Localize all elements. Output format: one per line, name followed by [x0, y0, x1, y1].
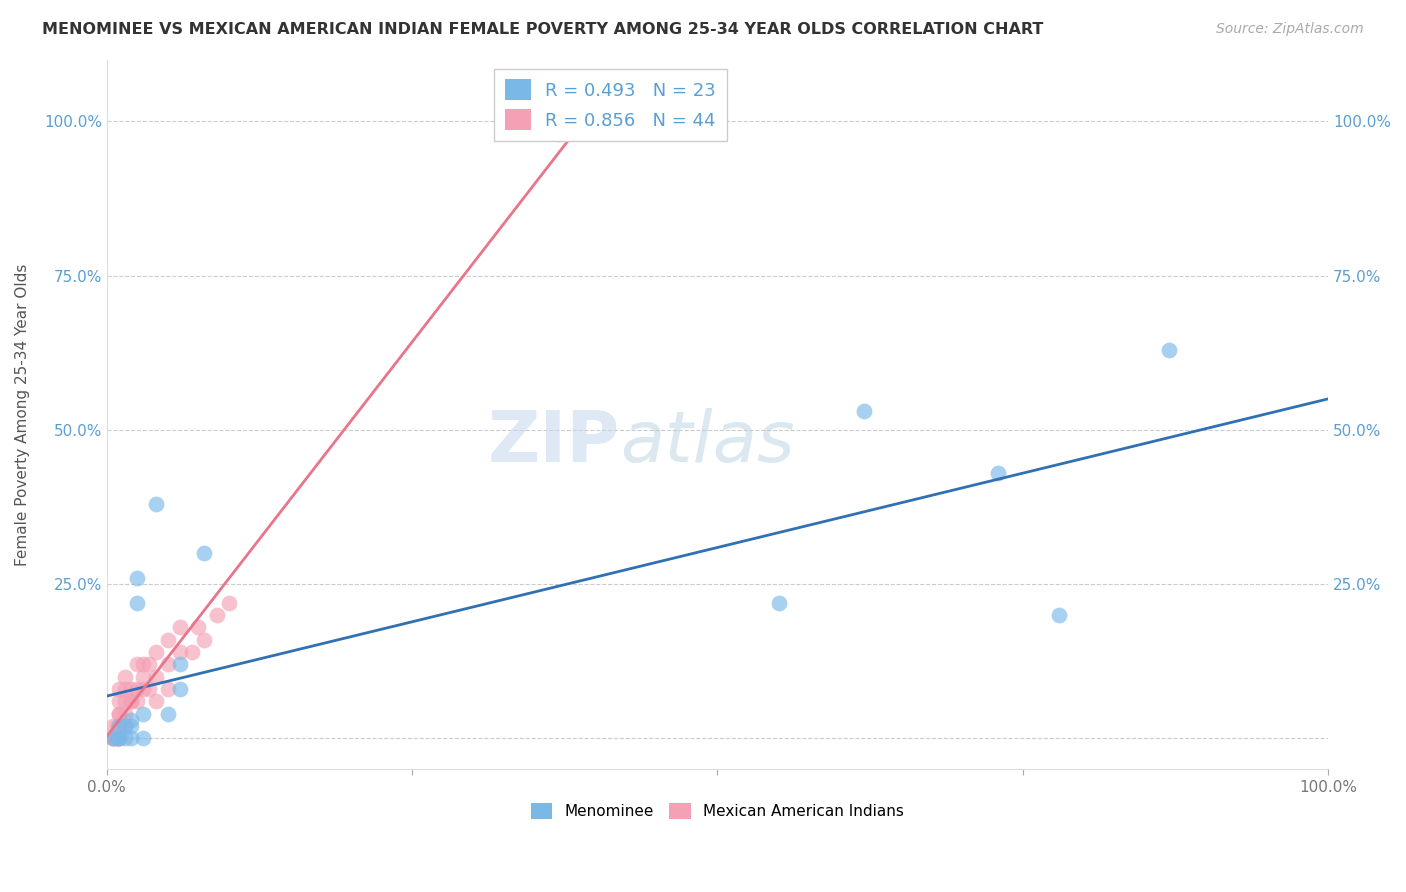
- Y-axis label: Female Poverty Among 25-34 Year Olds: Female Poverty Among 25-34 Year Olds: [15, 263, 30, 566]
- Point: [987, 466, 1010, 480]
- Point: [108, 731, 131, 746]
- Point: [114, 706, 136, 721]
- Point: [1159, 343, 1181, 357]
- Point: [132, 706, 155, 721]
- Point: [169, 620, 191, 634]
- Point: [127, 571, 149, 585]
- Point: [108, 731, 131, 746]
- Point: [768, 596, 790, 610]
- Point: [120, 713, 142, 727]
- Point: [108, 719, 131, 733]
- Point: [156, 632, 179, 647]
- Point: [114, 719, 136, 733]
- Point: [127, 694, 149, 708]
- Point: [193, 546, 215, 560]
- Point: [169, 657, 191, 672]
- Point: [114, 670, 136, 684]
- Point: [101, 719, 124, 733]
- Point: [547, 127, 569, 141]
- Text: atlas: atlas: [620, 409, 794, 477]
- Point: [114, 731, 136, 746]
- Text: MENOMINEE VS MEXICAN AMERICAN INDIAN FEMALE POVERTY AMONG 25-34 YEAR OLDS CORREL: MENOMINEE VS MEXICAN AMERICAN INDIAN FEM…: [42, 22, 1043, 37]
- Point: [181, 645, 204, 659]
- Point: [138, 657, 160, 672]
- Point: [108, 682, 131, 697]
- Point: [132, 682, 155, 697]
- Point: [169, 645, 191, 659]
- Point: [132, 670, 155, 684]
- Point: [218, 596, 240, 610]
- Point: [145, 645, 167, 659]
- Point: [132, 657, 155, 672]
- Point: [169, 682, 191, 697]
- Point: [101, 731, 124, 746]
- Point: [101, 731, 124, 746]
- Point: [120, 731, 142, 746]
- Text: Source: ZipAtlas.com: Source: ZipAtlas.com: [1216, 22, 1364, 37]
- Point: [114, 682, 136, 697]
- Point: [105, 731, 128, 746]
- Point: [120, 694, 142, 708]
- Point: [114, 719, 136, 733]
- Point: [108, 706, 131, 721]
- Point: [193, 632, 215, 647]
- Point: [105, 719, 128, 733]
- Point: [1049, 607, 1071, 622]
- Point: [127, 682, 149, 697]
- Point: [156, 682, 179, 697]
- Point: [138, 682, 160, 697]
- Point: [120, 719, 142, 733]
- Point: [120, 694, 142, 708]
- Point: [101, 731, 124, 746]
- Point: [108, 719, 131, 733]
- Point: [108, 706, 131, 721]
- Point: [132, 731, 155, 746]
- Point: [145, 670, 167, 684]
- Point: [145, 694, 167, 708]
- Point: [127, 596, 149, 610]
- Point: [105, 731, 128, 746]
- Point: [205, 607, 228, 622]
- Legend: Menominee, Mexican American Indians: Menominee, Mexican American Indians: [524, 797, 910, 825]
- Point: [156, 706, 179, 721]
- Point: [145, 497, 167, 511]
- Point: [187, 620, 209, 634]
- Point: [101, 731, 124, 746]
- Point: [853, 404, 876, 418]
- Point: [108, 731, 131, 746]
- Point: [120, 682, 142, 697]
- Point: [105, 731, 128, 746]
- Text: ZIP: ZIP: [488, 409, 620, 477]
- Point: [127, 657, 149, 672]
- Point: [108, 694, 131, 708]
- Point: [156, 657, 179, 672]
- Point: [114, 694, 136, 708]
